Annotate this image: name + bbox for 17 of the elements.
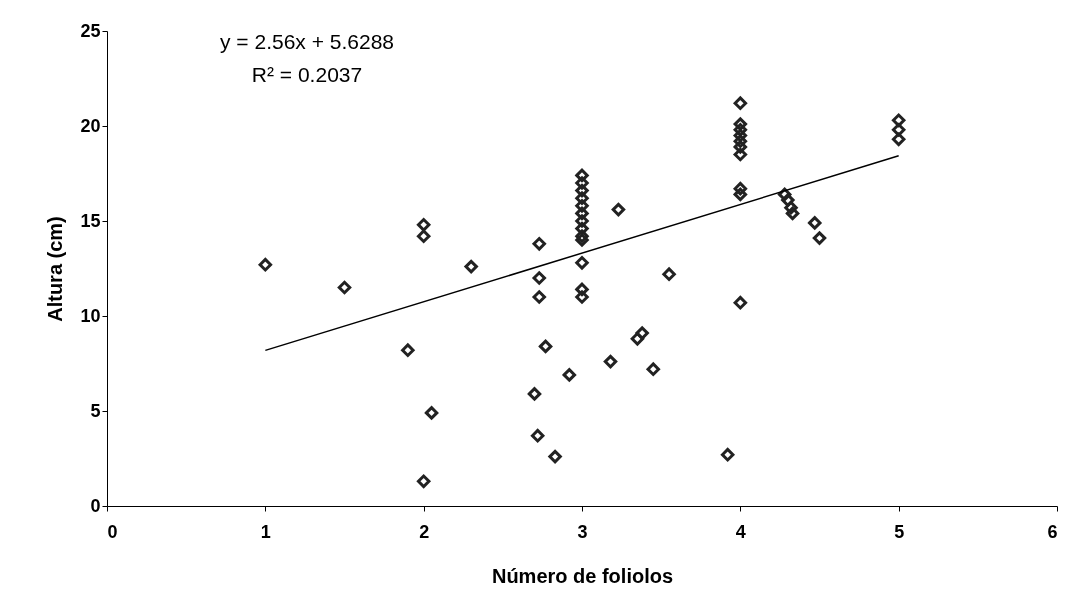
y-tick-label: 5	[90, 400, 101, 421]
x-tick-label: 4	[735, 521, 746, 542]
y-axis-title: Altura (cm)	[44, 216, 67, 322]
y-tick-label: 15	[80, 210, 101, 231]
annotation: R² = 0.2037	[251, 63, 363, 86]
x-tick-label: 5	[894, 521, 905, 542]
x-tick-label: 0	[107, 521, 118, 542]
annotation: y = 2.56x + 5.6288	[220, 30, 394, 53]
x-tick-label: 3	[577, 521, 588, 542]
y-tick-label: 20	[80, 115, 101, 136]
y-tick-label: 10	[80, 305, 101, 326]
y-tick-label: 25	[80, 20, 101, 41]
x-tick-label: 2	[419, 521, 430, 542]
x-axis-title: Número de foliolos	[491, 564, 674, 587]
x-tick-label: 6	[1047, 521, 1058, 542]
y-tick-label: 0	[90, 495, 101, 516]
x-tick-label: 1	[260, 521, 271, 542]
